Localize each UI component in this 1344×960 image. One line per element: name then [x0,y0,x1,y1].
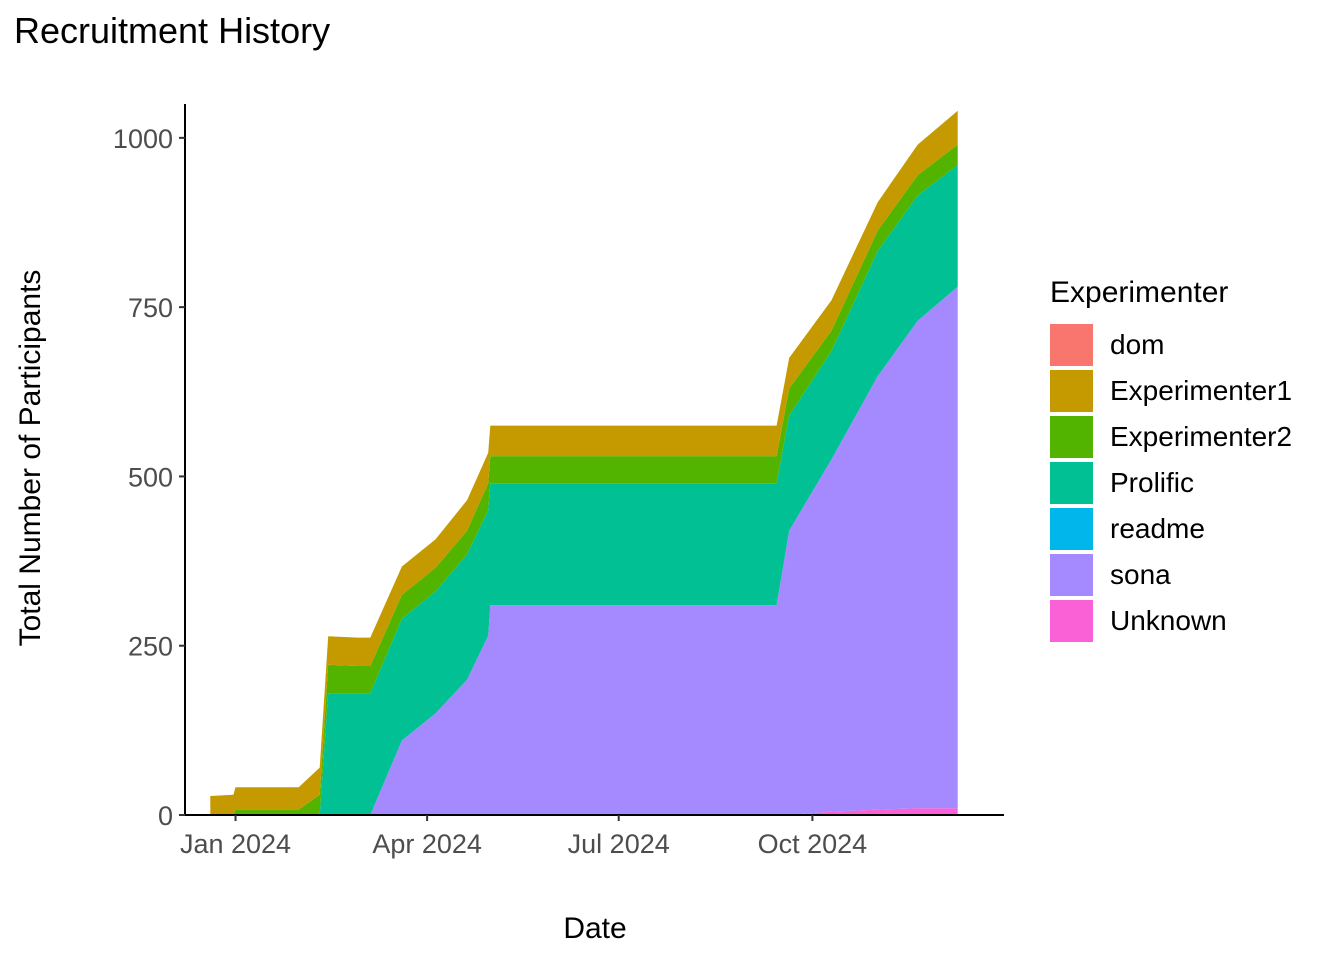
legend-item-experimenter1: Experimenter1 [1050,368,1292,414]
area-prolific [210,164,958,815]
legend-label: Experimenter1 [1110,375,1293,406]
y-tick-label: 1000 [113,124,173,154]
area-layer [210,110,981,816]
chart-title: Recruitment History [14,10,331,51]
x-axis-title: Date [563,912,626,945]
legend-title: Experimenter [1050,276,1229,309]
legend-swatch [1050,554,1093,596]
tick-layer: 0 250 500 750 1000 Jan 2024 Apr 2024 Jul 2024 Oc… [113,124,867,859]
y-tick-label: 0 [158,801,173,831]
y-tick-label: 750 [128,293,173,323]
legend-label: dom [1110,329,1165,360]
legend-item-dom: dom [1050,322,1292,368]
legend-item-readme: readme [1050,506,1292,552]
y-tick-label: 500 [128,462,173,492]
legend: Experimenter dom Experimenter1 Experimente… [1050,276,1292,644]
x-tick-label: Oct 2024 [758,829,868,859]
x-tick-label: Jan 2024 [180,829,291,859]
legend-item-sona: sona [1050,552,1292,598]
legend-item-unknown: Unknown [1050,598,1292,644]
legend-item-experimenter2: Experimenter2 [1050,414,1292,460]
legend-swatch [1050,370,1093,412]
area-experimenter2 [210,144,958,816]
y-axis-title: Total Number of Participants [14,270,47,647]
area-sona [210,286,958,815]
legend-item-prolific: Prolific [1050,460,1292,506]
legend-label: Unknown [1110,605,1227,636]
x-tick-label: Jul 2024 [568,829,670,859]
legend-swatch [1050,416,1093,458]
legend-items: dom Experimenter1 Experimenter2 Prolific rea… [1050,322,1292,644]
legend-label: Prolific [1110,467,1195,498]
legend-swatch [1050,600,1093,642]
legend-swatch [1050,324,1093,366]
y-tick-label: 250 [128,632,173,662]
x-tick-label: Apr 2024 [372,829,482,859]
legend-label: readme [1110,513,1205,544]
legend-label: sona [1110,559,1171,590]
legend-swatch [1050,508,1093,550]
legend-swatch [1050,462,1093,504]
legend-label: Experimenter2 [1110,421,1293,452]
